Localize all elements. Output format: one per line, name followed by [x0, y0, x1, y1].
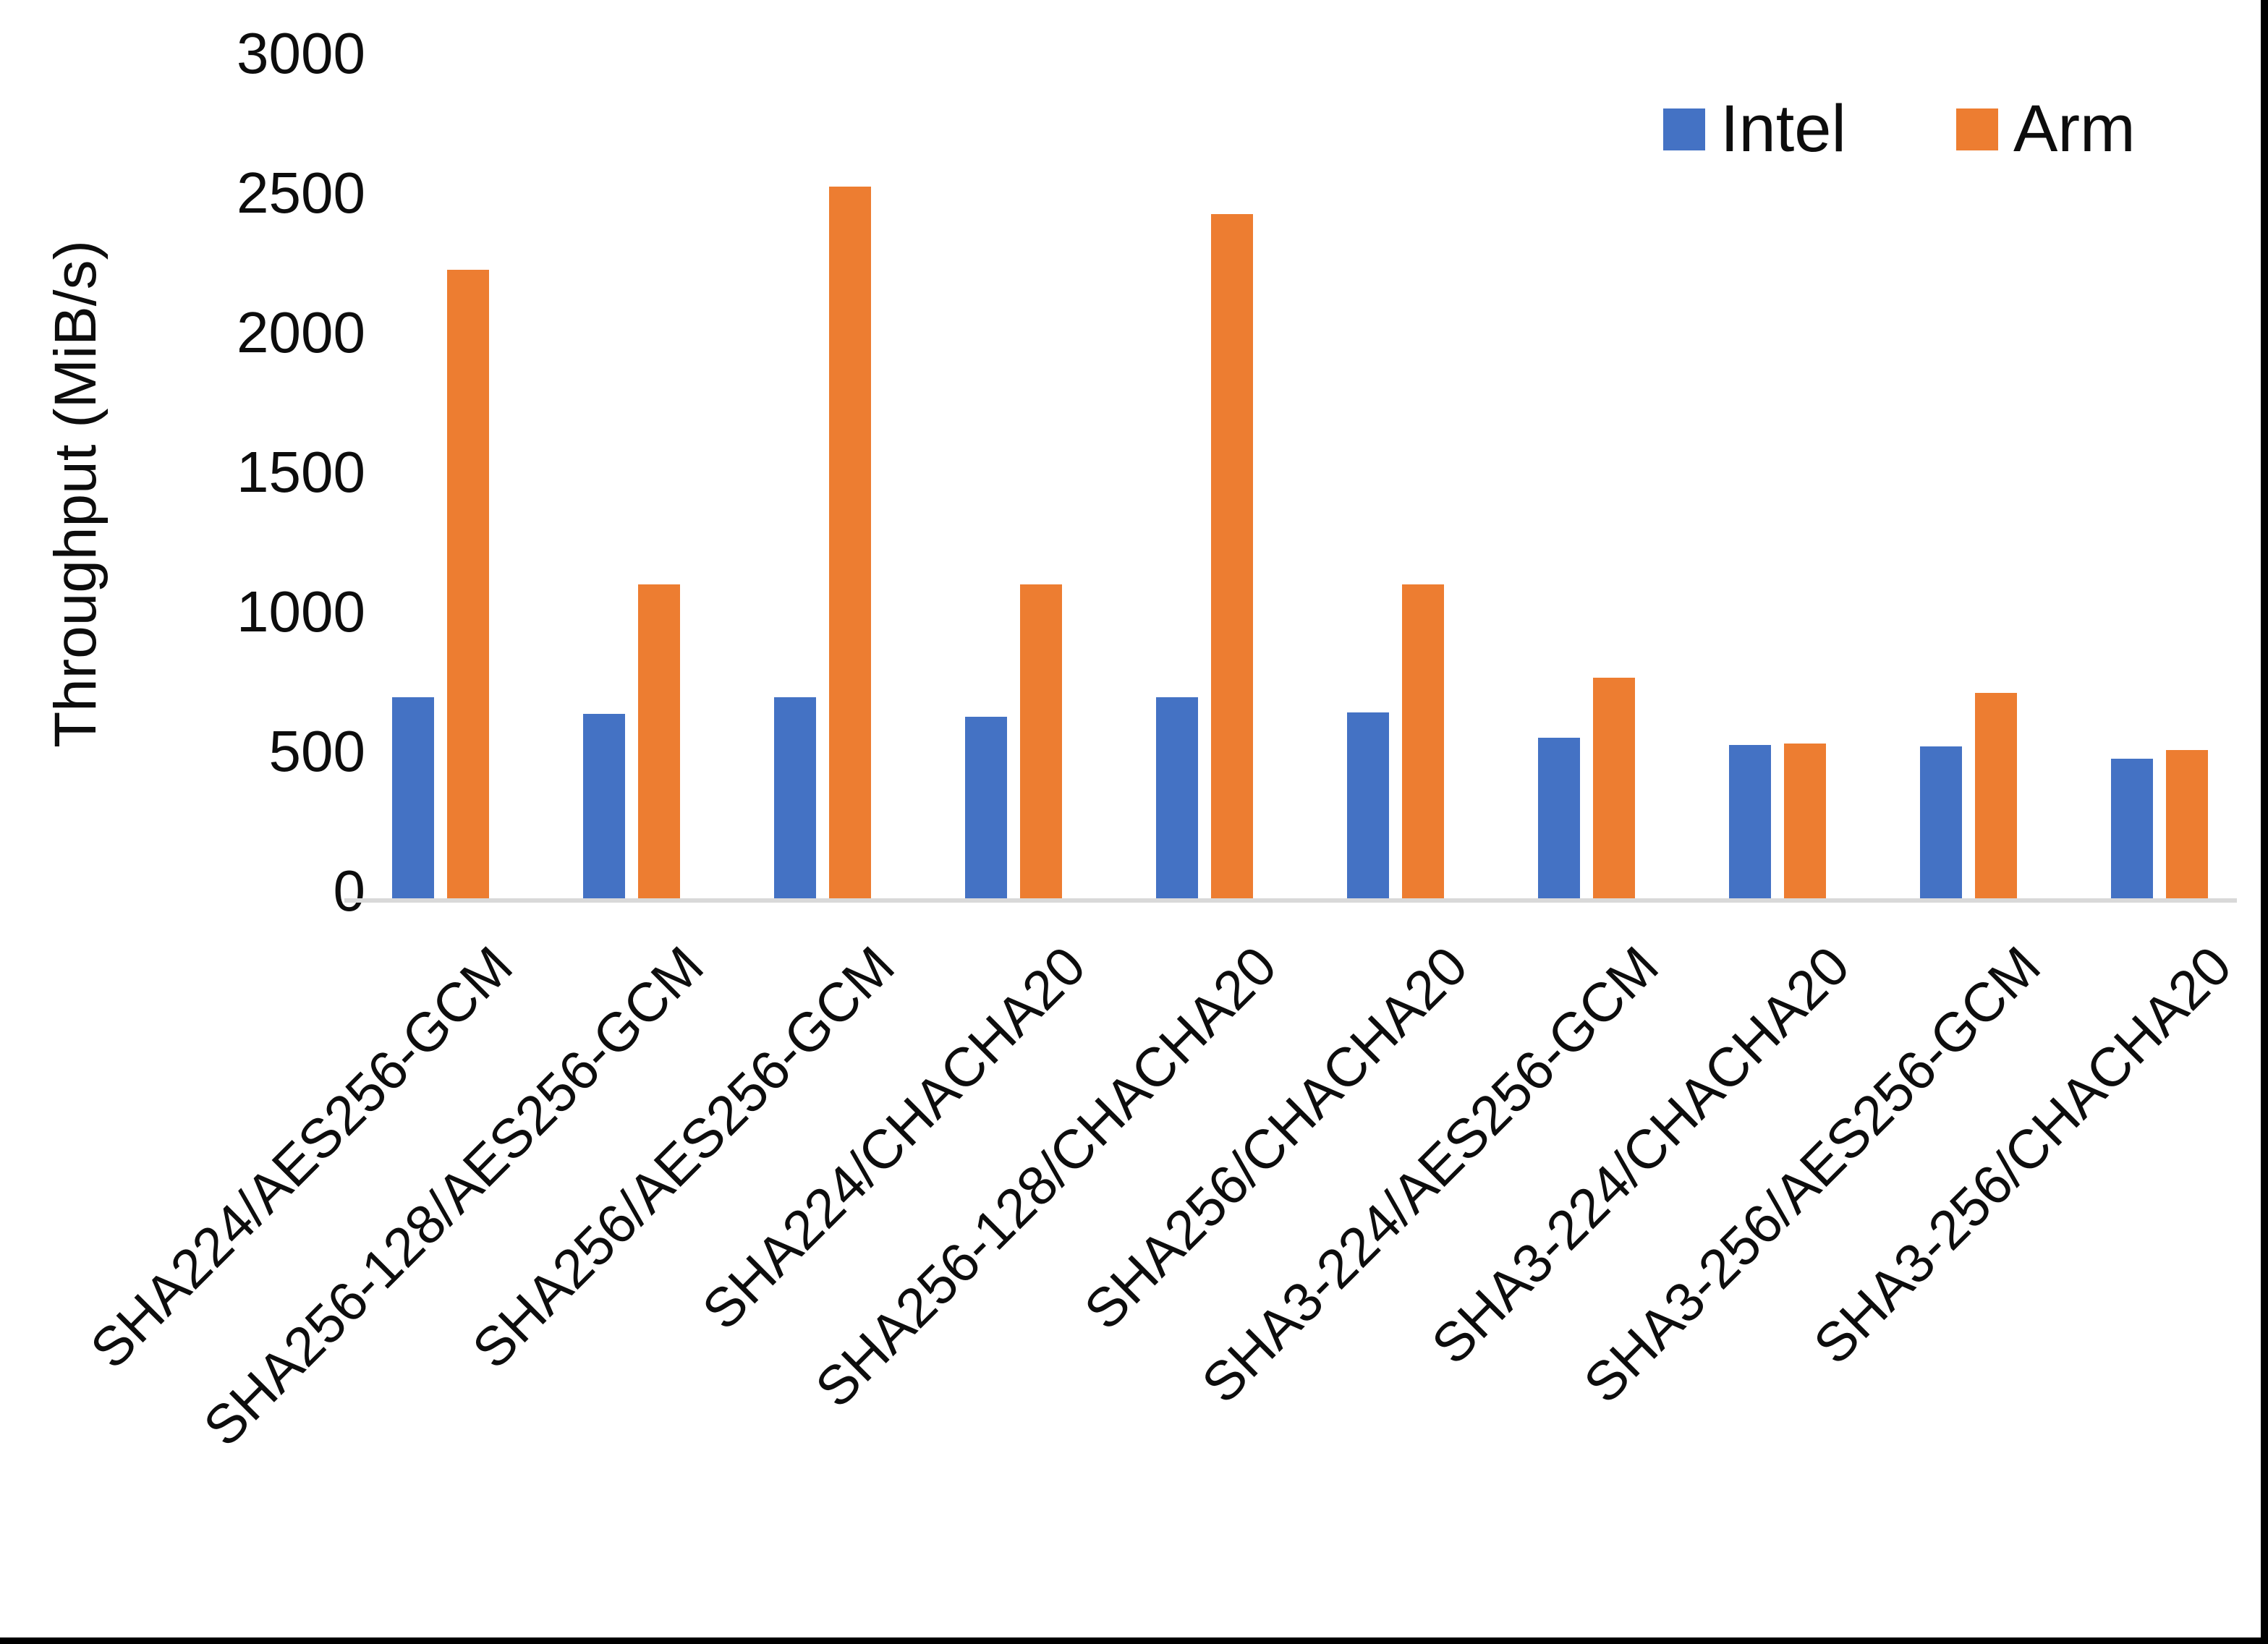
legend-label-intel: Intel	[1720, 92, 1846, 166]
bar-arm-10	[2166, 750, 2208, 898]
bar-intel-3	[774, 697, 816, 898]
bar-arm-9	[1975, 693, 2017, 898]
bar-arm-7	[1593, 678, 1635, 898]
bar-intel-10	[2111, 759, 2153, 898]
bar-arm-5	[1211, 214, 1253, 898]
legend-swatch-arm	[1956, 108, 1998, 150]
bar-arm-8	[1784, 744, 1826, 898]
bar-intel-7	[1538, 738, 1580, 898]
bar-intel-2	[583, 714, 625, 898]
bar-intel-8	[1729, 745, 1771, 898]
bar-intel-9	[1920, 746, 1962, 898]
y-tick-label: 3000	[237, 21, 365, 85]
y-tick-label: 1500	[237, 440, 365, 504]
y-tick-label: 0	[333, 859, 366, 923]
y-tick-label: 500	[268, 719, 365, 783]
bar-arm-2	[638, 584, 680, 898]
bar-arm-3	[829, 187, 871, 898]
bar-intel-1	[392, 697, 434, 898]
bar-intel-4	[965, 717, 1007, 898]
image-border-right	[2261, 0, 2268, 1644]
bar-arm-4	[1020, 584, 1062, 898]
bar-intel-6	[1347, 712, 1389, 898]
y-tick-label: 1000	[237, 579, 365, 644]
x-axis-line	[344, 898, 2237, 903]
y-tick-label: 2500	[237, 161, 365, 225]
image-border-bottom	[0, 1637, 2268, 1644]
legend-swatch-intel	[1663, 108, 1705, 150]
y-tick-label: 2000	[237, 300, 365, 365]
legend-label-arm: Arm	[2013, 92, 2136, 166]
bar-intel-5	[1156, 697, 1198, 898]
bar-arm-6	[1402, 584, 1444, 898]
bar-arm-1	[447, 270, 489, 898]
